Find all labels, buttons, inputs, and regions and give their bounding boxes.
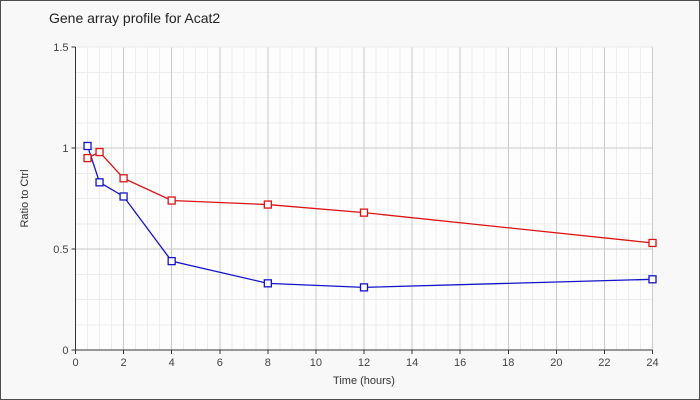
blue-series-marker	[167, 256, 176, 266]
x-tick-label: 6	[217, 357, 223, 369]
red-series-marker	[359, 208, 369, 217]
x-tick-label: 8	[265, 357, 271, 369]
blue-series-marker	[648, 275, 657, 284]
x-tick-label: 12	[358, 357, 370, 369]
red-series-marker	[263, 200, 272, 209]
y-tick-label: 1.5	[53, 42, 68, 54]
red-series-marker	[648, 238, 657, 248]
blue-series-marker	[119, 192, 128, 201]
red-series-marker	[119, 174, 128, 183]
x-tick-label: 14	[406, 357, 418, 369]
x-tick-label: 20	[550, 357, 562, 369]
x-tick-label: 18	[502, 357, 514, 369]
y-tick-label: 0	[62, 345, 68, 357]
y-tick-label: 1	[62, 143, 68, 155]
y-tick-label: 0.5	[53, 244, 68, 256]
blue-series-marker	[95, 178, 104, 187]
y-axis-title: Ratio to Ctrl	[19, 169, 31, 227]
x-tick-label: 2	[121, 357, 127, 369]
x-axis-title: Time (hours)	[333, 375, 395, 387]
x-tick-label: 10	[310, 357, 322, 369]
x-tick-label: 22	[598, 357, 610, 369]
red-series-marker	[83, 153, 92, 163]
red-series-marker	[95, 147, 104, 157]
chart-title: Gene array profile for Acat2	[49, 10, 221, 26]
x-tick-label: 24	[646, 357, 658, 369]
blue-series-marker	[359, 283, 369, 292]
blue-series-marker	[263, 279, 272, 288]
x-tick-label: 16	[454, 357, 466, 369]
red-series-marker	[167, 196, 176, 205]
x-tick-label: 0	[72, 357, 78, 369]
x-tick-label: 4	[169, 357, 175, 369]
blue-series-marker	[83, 141, 92, 151]
